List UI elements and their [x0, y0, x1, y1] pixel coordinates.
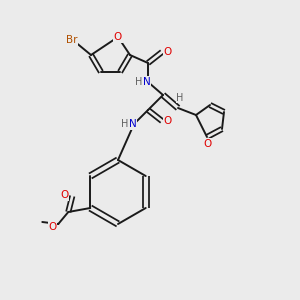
Text: H: H [121, 119, 129, 129]
Text: H: H [176, 93, 184, 103]
Text: O: O [114, 32, 122, 42]
Text: O: O [204, 139, 212, 149]
Text: O: O [164, 116, 172, 126]
Text: O: O [48, 222, 56, 232]
Text: N: N [143, 77, 151, 87]
Text: O: O [60, 190, 68, 200]
Text: N: N [129, 119, 137, 129]
Text: Br: Br [66, 35, 78, 45]
Text: O: O [164, 47, 172, 57]
Text: H: H [135, 77, 143, 87]
